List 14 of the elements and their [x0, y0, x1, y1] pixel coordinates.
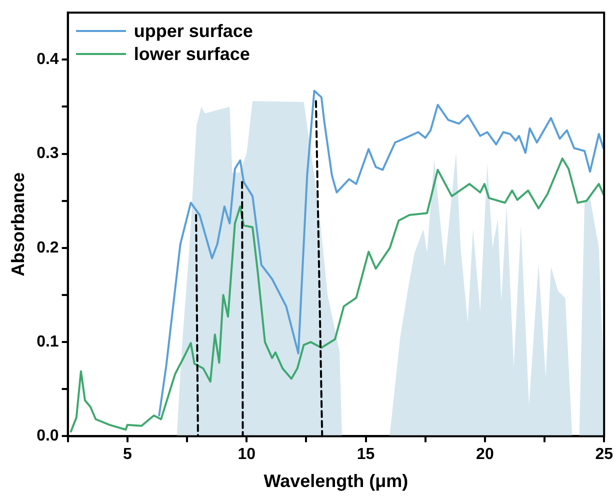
y-tick-label: 0.4 [36, 51, 59, 68]
x-tick-label: 20 [476, 446, 494, 464]
legend-label: lower surface [134, 44, 250, 65]
legend-label: upper surface [134, 20, 253, 42]
x-tick-label: 15 [356, 446, 375, 464]
y-tick-label: 0.1 [36, 333, 59, 350]
x-tick-label: 25 [595, 446, 614, 464]
x-tick-label: 5 [122, 446, 132, 464]
y-axis-title: Absorbance [8, 172, 28, 276]
x-axis-title: Wavelength (μm) [264, 471, 408, 492]
x-tick-label: 10 [238, 446, 256, 464]
y-tick-label: 0.2 [36, 239, 59, 256]
y-tick-label: 0.3 [36, 145, 59, 162]
y-tick-label: 0.0 [36, 428, 59, 445]
